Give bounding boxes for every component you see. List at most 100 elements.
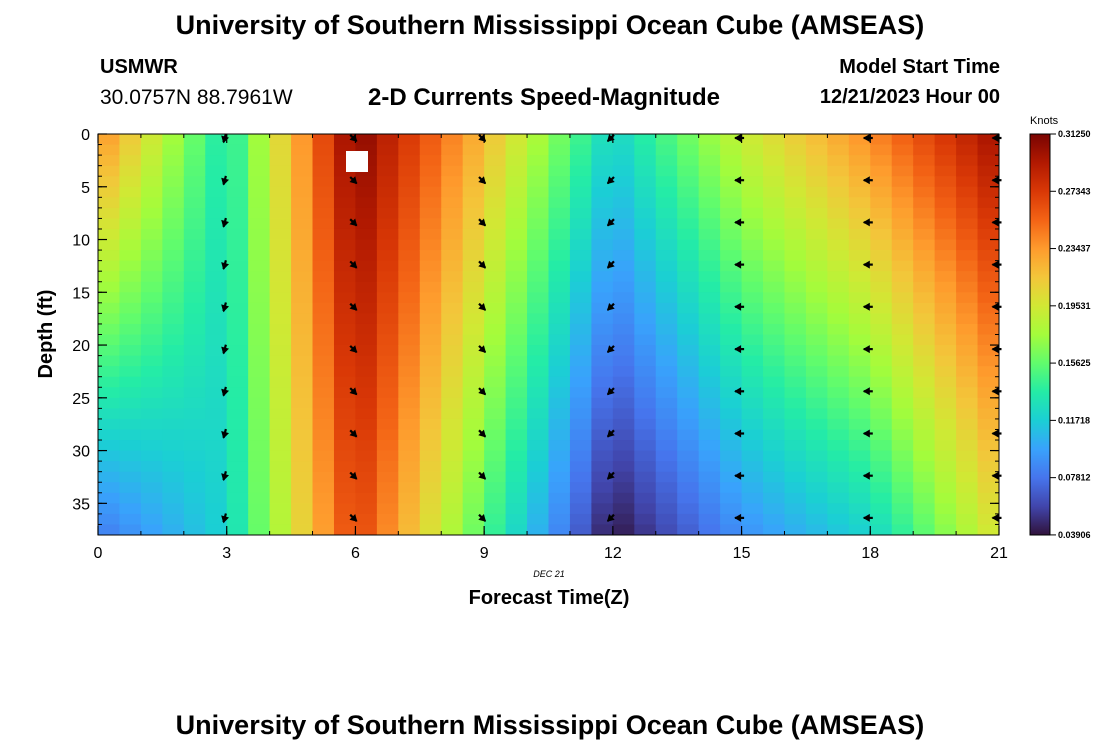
- heatmap-cell: [569, 228, 592, 241]
- heatmap-cell: [784, 440, 807, 452]
- x-axis-label: Forecast Time(Z): [469, 587, 630, 609]
- heatmap-cell: [355, 429, 378, 441]
- heatmap-cell: [205, 376, 228, 388]
- heatmap-cell: [527, 250, 550, 262]
- heatmap-cell: [398, 186, 421, 198]
- heatmap-cell: [848, 461, 871, 473]
- heatmap-cell: [226, 292, 249, 304]
- heatmap-cell: [548, 218, 571, 230]
- heatmap-cell: [634, 323, 657, 336]
- heatmap-cell: [913, 292, 936, 304]
- heatmap-cell: [376, 408, 399, 420]
- heatmap-cell: [119, 176, 142, 188]
- heatmap-cell: [248, 334, 271, 346]
- heatmap-cell: [162, 239, 185, 251]
- heatmap-cell: [934, 155, 957, 167]
- heatmap-cell: [827, 292, 850, 304]
- heatmap-cell: [548, 492, 571, 504]
- heatmap-cell: [848, 134, 871, 146]
- current-arrow: [862, 260, 873, 269]
- heatmap-cell: [805, 482, 828, 494]
- heatmap-cell: [956, 239, 979, 251]
- footer-title: University of Southern Mississippi Ocean…: [175, 710, 925, 740]
- heatmap-cell: [591, 503, 614, 515]
- heatmap-cell: [441, 165, 464, 177]
- heatmap-cell: [505, 397, 528, 409]
- arrow-head: [349, 514, 358, 522]
- heatmap-cell: [205, 355, 228, 367]
- heatmap-cell: [269, 503, 292, 515]
- heatmap-cell: [226, 155, 249, 167]
- heatmap-cell: [848, 387, 871, 399]
- heatmap-cell: [784, 281, 807, 293]
- heatmap-cell: [741, 429, 764, 441]
- arrow-head: [221, 177, 229, 186]
- arrow-head: [734, 387, 742, 396]
- heatmap-cell: [977, 292, 999, 304]
- heatmap-cell: [569, 176, 592, 188]
- heatmap-cell: [634, 513, 657, 526]
- heatmap-cell: [462, 366, 485, 378]
- heatmap-cell: [548, 471, 571, 483]
- heatmap-cell: [505, 418, 528, 431]
- heatmap-cell: [98, 250, 121, 262]
- heatmap-cell: [441, 207, 464, 220]
- heatmap-cell: [870, 207, 893, 220]
- heatmap-cell: [741, 376, 764, 388]
- heatmap-cell: [248, 387, 271, 399]
- heatmap-cell: [291, 482, 314, 494]
- heatmap-cell: [977, 366, 999, 378]
- heatmap-cell: [527, 323, 550, 336]
- heatmap-cell: [827, 186, 850, 198]
- heatmap-cell: [355, 376, 378, 388]
- heatmap-cell: [441, 250, 464, 262]
- heatmap-cell: [827, 524, 850, 535]
- heatmap-cell: [913, 313, 936, 325]
- heatmap-cell: [913, 429, 936, 441]
- heatmap-cell: [569, 461, 592, 473]
- heatmap-cell: [419, 440, 442, 452]
- heatmap-cell: [827, 387, 850, 399]
- y-tick-label: 5: [81, 180, 90, 197]
- heatmap-cell: [312, 281, 335, 293]
- heatmap-cell: [248, 250, 271, 262]
- heatmap-cell: [698, 440, 721, 452]
- heatmap-cell: [441, 429, 464, 441]
- heatmap-cell: [462, 492, 485, 504]
- heatmap-cell: [763, 165, 786, 177]
- heatmap-cell: [226, 440, 249, 452]
- heatmap-cell: [741, 281, 764, 293]
- heatmap-cell: [569, 418, 592, 431]
- heatmap-cell: [162, 408, 185, 420]
- heatmap-cell: [913, 513, 936, 526]
- heatmap-cell: [226, 376, 249, 388]
- heatmap-cell: [677, 334, 700, 346]
- heatmap-cell: [505, 271, 528, 283]
- heatmap-cell: [505, 345, 528, 357]
- heatmap-cell: [698, 134, 721, 146]
- heatmap-cell: [333, 513, 357, 526]
- heatmap-cell: [419, 155, 442, 167]
- heatmap-cell: [741, 345, 764, 357]
- heatmap-cell: [720, 271, 743, 283]
- heatmap-cell: [205, 281, 228, 293]
- heatmap-cell: [312, 429, 335, 441]
- heatmap-cell: [591, 355, 614, 367]
- heatmap-cell: [312, 376, 335, 388]
- heatmap-cell: [140, 302, 163, 314]
- heatmap-cell: [848, 313, 871, 325]
- heatmap-cell: [333, 323, 357, 336]
- heatmap-cell: [462, 228, 485, 241]
- heatmap-cell: [784, 218, 807, 230]
- heatmap-cell: [248, 376, 271, 388]
- heatmap-cell: [634, 218, 657, 230]
- heatmap-cell: [248, 144, 271, 156]
- current-arrow: [221, 217, 229, 228]
- heatmap-cell: [419, 165, 442, 177]
- heatmap-cell: [183, 345, 206, 357]
- heatmap-cell: [205, 471, 228, 483]
- heatmap-cell: [634, 134, 657, 146]
- heatmap-cell: [291, 313, 314, 325]
- heatmap-cell: [226, 418, 249, 431]
- heatmap-cell: [956, 397, 979, 409]
